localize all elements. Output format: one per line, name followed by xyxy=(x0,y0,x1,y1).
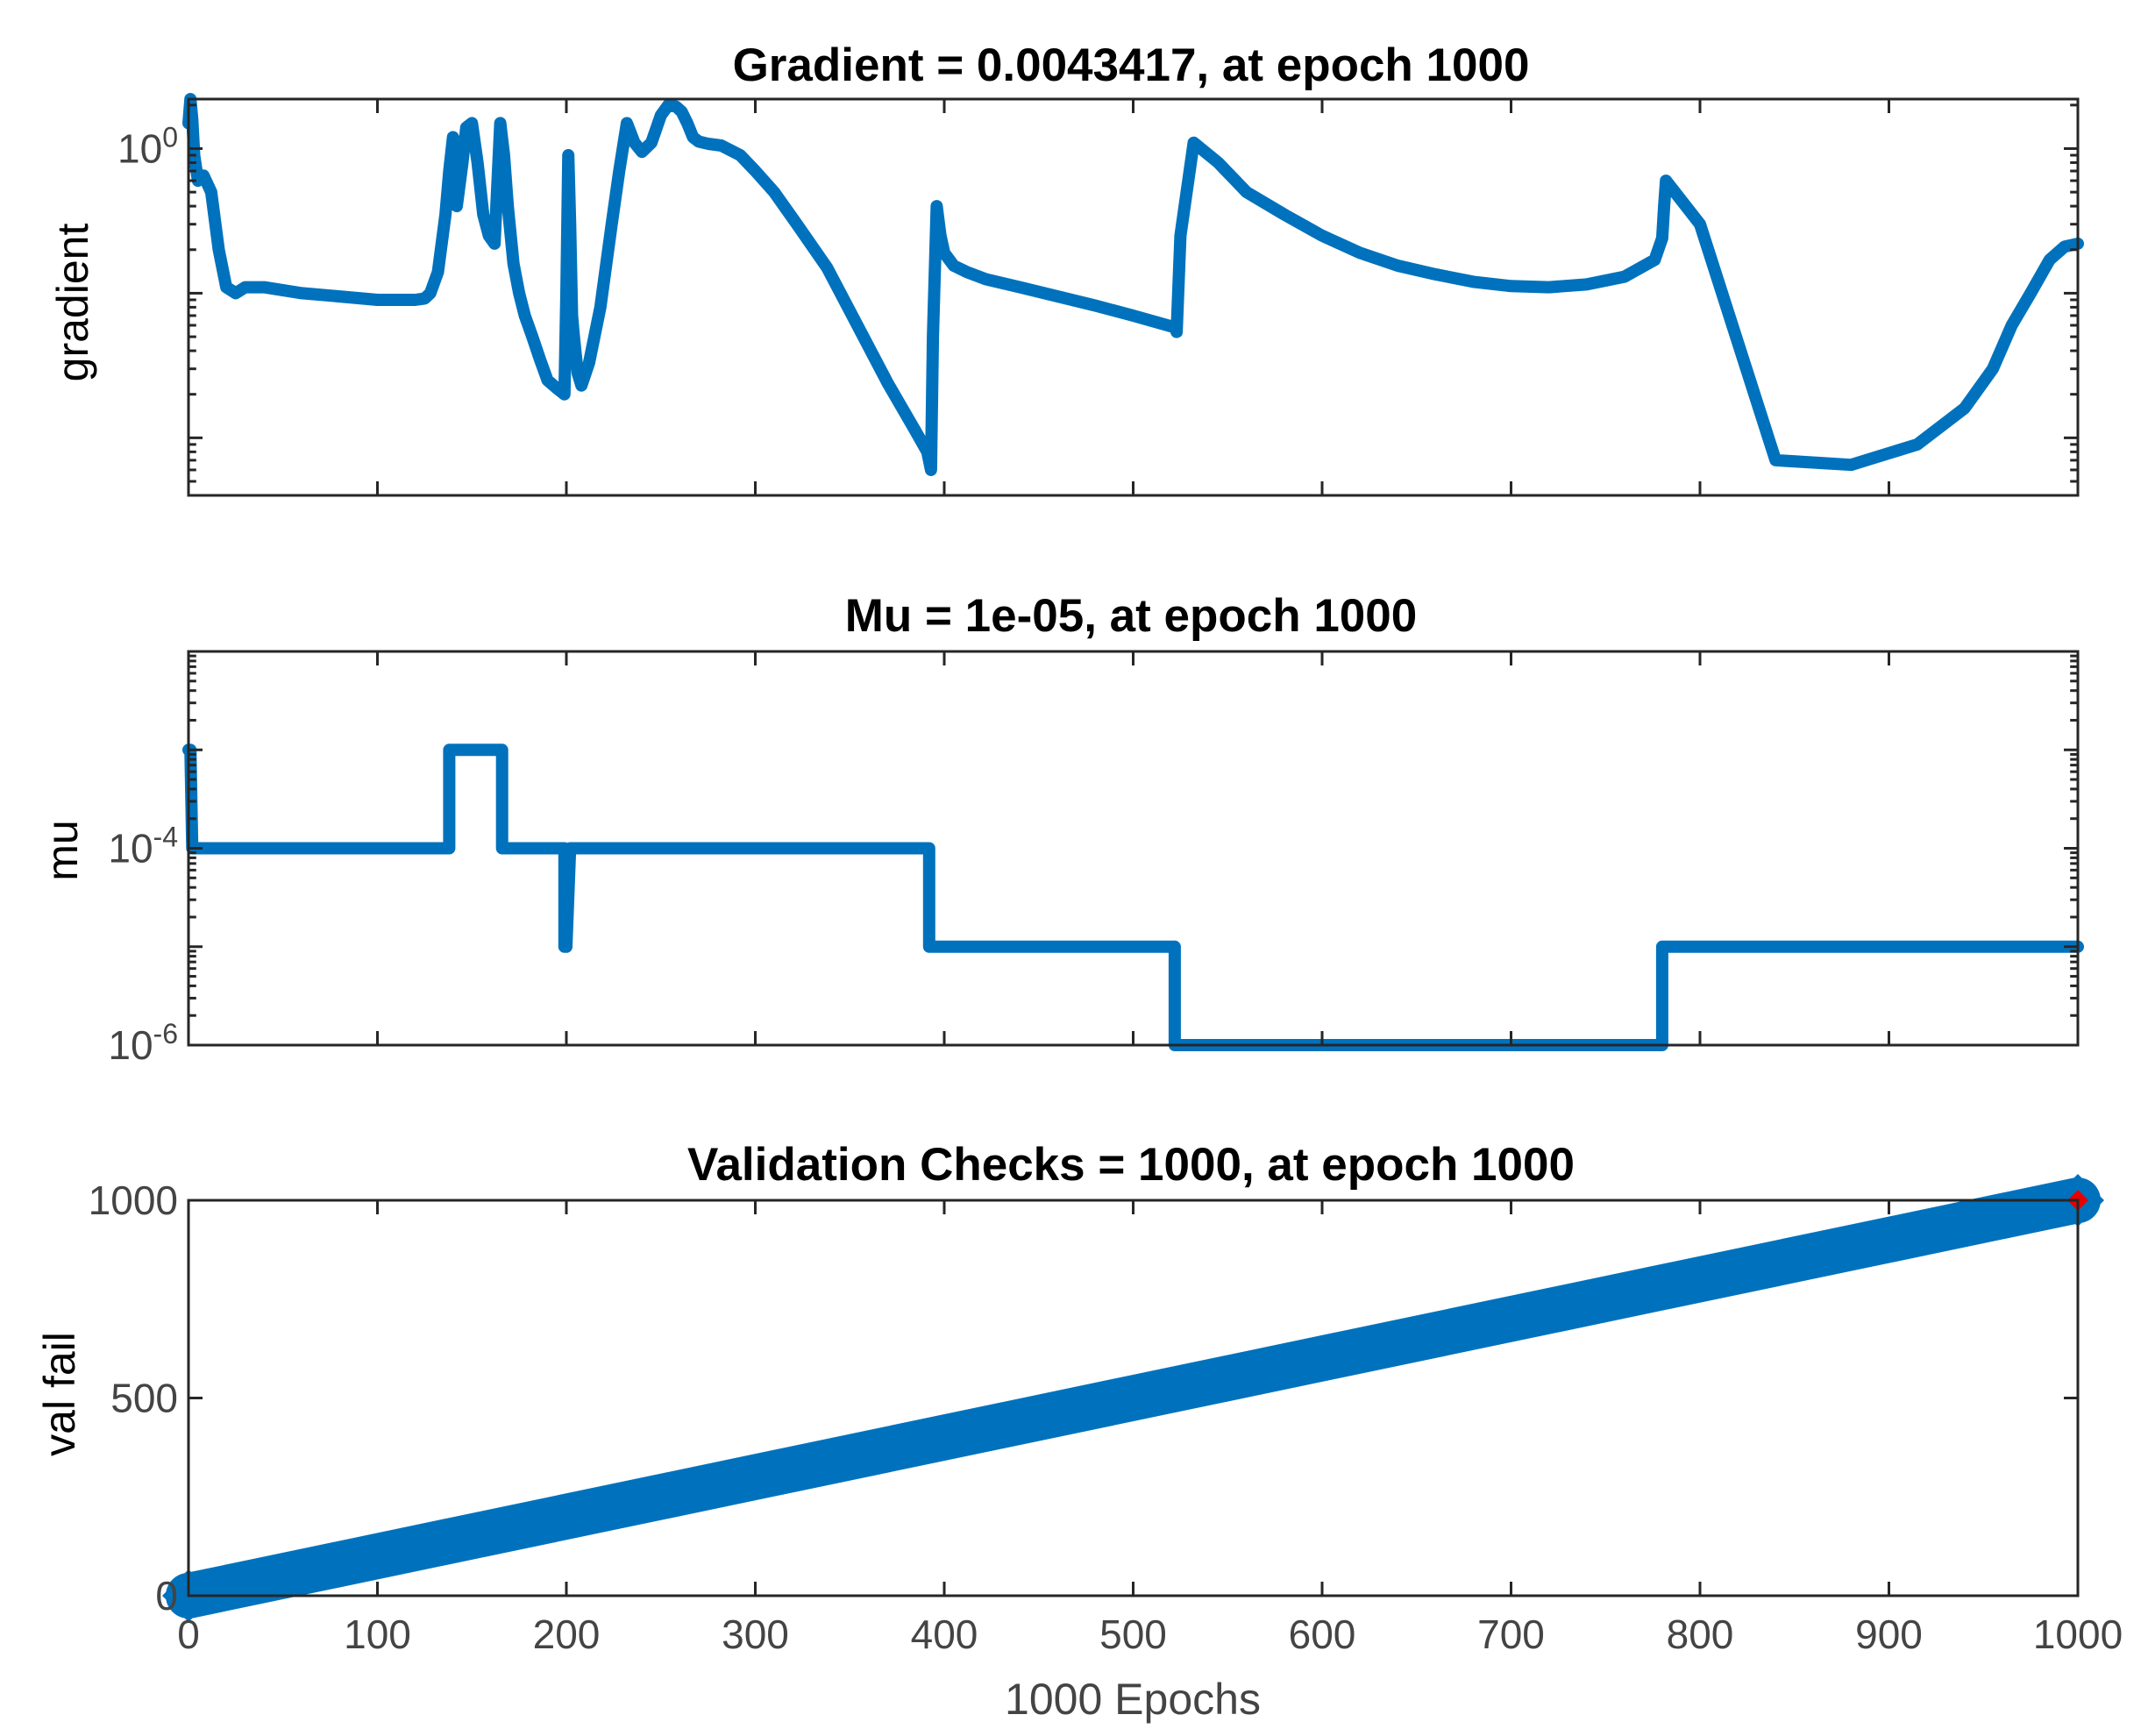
y-tick-exponent: 0 xyxy=(162,121,178,153)
mu-ylabel: mu xyxy=(38,820,87,880)
y-tick-exponent: -6 xyxy=(153,1018,178,1049)
x-tick-label: 400 xyxy=(911,1611,978,1657)
y-tick-base: 10 xyxy=(117,125,162,171)
valfail-xlabel: 1000 Epochs xyxy=(1005,1675,1261,1724)
valfail-tick-labels: 0 100 200 300 400 500 600 700 800 900 1000 0 500 1000 xyxy=(89,1177,2123,1657)
y-tick-label: 100 xyxy=(117,121,178,171)
mu-title: Mu = 1e-05, at epoch 1000 xyxy=(845,590,1418,642)
gradient-ticks xyxy=(187,99,2080,497)
valfail-title: Validation Checks = 1000, at epoch 1000 xyxy=(687,1139,1575,1191)
y-tick-label: 0 xyxy=(155,1573,178,1619)
x-tick-label: 300 xyxy=(722,1611,789,1657)
gradient-series xyxy=(182,93,2084,476)
gradient-ylabel: gradient xyxy=(48,224,97,382)
x-tick-label: 0 xyxy=(177,1611,200,1657)
y-tick-label: 10-4 xyxy=(108,822,178,872)
y-tick-label: 500 xyxy=(110,1376,178,1421)
x-tick-label: 100 xyxy=(344,1611,411,1657)
mu-ticks xyxy=(187,650,2080,1047)
mu-panel: Mu = 1e-05, at epoch 1000 mu 10-410-6 xyxy=(38,590,2084,1069)
x-tick-label: 1000 xyxy=(2033,1611,2123,1657)
gradient-ytick-labels: 100 xyxy=(117,121,178,171)
y-tick-base: 10 xyxy=(108,1022,153,1068)
valfail-ylabel: val fail xyxy=(35,1332,84,1456)
y-tick-base: 10 xyxy=(108,826,153,872)
x-tick-label: 800 xyxy=(1667,1611,1734,1657)
x-tick-label: 500 xyxy=(1099,1611,1167,1657)
gradient-title: Gradient = 0.0043417, at epoch 1000 xyxy=(733,39,1530,91)
x-tick-label: 200 xyxy=(533,1611,601,1657)
valfail-panel: Validation Checks = 1000, at epoch 1000 … xyxy=(35,1139,2123,1724)
x-tick-label: 900 xyxy=(1855,1611,1923,1657)
x-tick-label: 600 xyxy=(1289,1611,1356,1657)
valfail-ticks xyxy=(187,1199,2080,1597)
y-tick-label: 1000 xyxy=(89,1177,178,1223)
y-tick-exponent: -4 xyxy=(153,822,178,853)
gradient-line xyxy=(182,93,2084,476)
gradient-panel: Gradient = 0.0043417, at epoch 1000 grad… xyxy=(48,39,2084,497)
valfail-line xyxy=(188,1198,2079,1598)
mu-ytick-labels: 10-410-6 xyxy=(108,822,178,1069)
y-tick-label: 10-6 xyxy=(108,1018,178,1068)
x-tick-label: 700 xyxy=(1477,1611,1545,1657)
